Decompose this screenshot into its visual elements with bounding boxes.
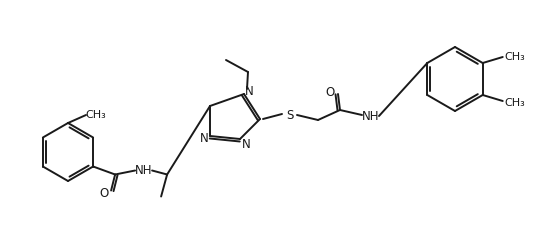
Text: O: O — [325, 85, 335, 98]
Text: N: N — [200, 132, 208, 145]
Text: NH: NH — [136, 163, 153, 176]
Text: N: N — [242, 137, 250, 150]
Text: CH₃: CH₃ — [504, 98, 525, 108]
Text: CH₃: CH₃ — [504, 52, 525, 62]
Text: N: N — [245, 84, 253, 97]
Text: O: O — [100, 186, 109, 199]
Text: NH: NH — [362, 109, 380, 122]
Text: S: S — [286, 108, 294, 121]
Text: CH₃: CH₃ — [86, 109, 107, 119]
